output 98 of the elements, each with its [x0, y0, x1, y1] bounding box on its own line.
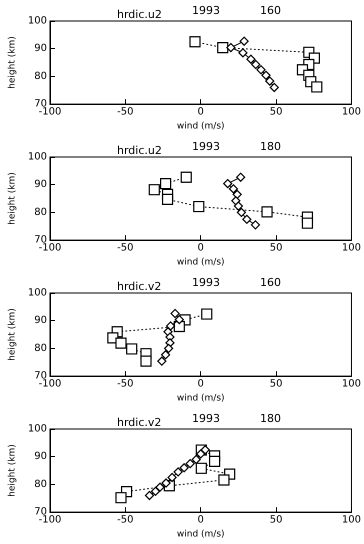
point	[126, 343, 138, 355]
chart-title: hrdic.v2	[117, 416, 162, 429]
y-tick-label: 80	[34, 478, 47, 490]
y-tick-label: 100	[28, 16, 47, 26]
point	[162, 194, 174, 205]
x-axis-title: wind (m/s)	[176, 122, 225, 132]
point	[228, 184, 238, 194]
point	[236, 208, 246, 217]
x-tick-label: -50	[117, 106, 134, 118]
point	[256, 65, 266, 74]
x-tick-label: 100	[342, 242, 362, 254]
point	[196, 449, 206, 459]
y-tick-label: 100	[28, 288, 47, 298]
x-tick-label: 50	[270, 242, 282, 254]
text: 180	[260, 412, 281, 425]
x-axis-title: wind (m/s)	[176, 258, 225, 268]
point	[186, 459, 195, 468]
point	[193, 200, 204, 212]
point	[236, 172, 246, 182]
y-tick-label: 90	[34, 315, 47, 326]
x-tick-label: 0	[198, 242, 204, 254]
point	[226, 42, 236, 52]
x-tick-label: 50	[270, 378, 282, 390]
y-axis-title: height (km)	[8, 36, 18, 89]
chart-title: hrdic.u2	[117, 8, 162, 21]
text: 1993	[192, 412, 220, 425]
chart-title: hrdic.u2	[117, 144, 162, 157]
point	[192, 454, 201, 464]
y-tick-label: 90	[34, 451, 47, 462]
text: 160	[260, 276, 281, 289]
point	[261, 206, 273, 218]
point	[240, 36, 249, 46]
point	[232, 190, 242, 199]
point	[150, 486, 160, 496]
point	[208, 456, 220, 468]
x-tick-label: 0	[198, 378, 204, 390]
point	[115, 338, 127, 349]
point	[167, 472, 177, 482]
x-tick-label: -50	[117, 242, 134, 254]
y-tick-label: 90	[34, 43, 47, 54]
point	[189, 36, 201, 48]
x-axis-title: wind (m/s)	[176, 530, 225, 540]
text: 1993	[192, 276, 220, 289]
point	[148, 184, 160, 196]
x-axis-title: wind (m/s)	[176, 394, 225, 404]
point	[261, 70, 271, 80]
point	[217, 42, 228, 54]
point	[242, 214, 252, 224]
y-tick-label: 80	[34, 342, 47, 354]
point	[144, 490, 154, 500]
point	[155, 482, 165, 492]
text: 160	[260, 4, 281, 17]
point	[115, 492, 127, 504]
point	[250, 220, 260, 230]
point	[140, 356, 152, 367]
x-tick-label: 100	[342, 514, 362, 526]
point	[265, 76, 274, 86]
y-axis-title: height (km)	[8, 444, 18, 497]
point	[157, 356, 166, 366]
point	[223, 178, 232, 188]
x-tick-label: 100	[342, 378, 362, 390]
point	[234, 201, 244, 211]
point	[218, 474, 230, 486]
y-tick-label: 80	[34, 206, 47, 218]
x-tick-label: -50	[117, 514, 134, 526]
y-axis-title: height (km)	[8, 308, 18, 361]
x-tick-label: 50	[270, 514, 282, 526]
point	[246, 54, 256, 64]
point	[180, 172, 192, 183]
point	[174, 314, 184, 324]
y-axis-title: height (km)	[8, 172, 18, 225]
point	[238, 48, 248, 58]
point	[302, 218, 314, 229]
y-tick-label: 90	[34, 179, 47, 190]
point	[196, 462, 207, 474]
point	[174, 467, 183, 477]
point	[180, 463, 189, 472]
x-tick-label: 100	[342, 106, 362, 118]
point	[201, 308, 212, 320]
x-tick-label: 0	[198, 514, 204, 526]
point	[170, 308, 180, 318]
point	[270, 82, 279, 92]
y-tick-label: 100	[28, 424, 47, 434]
text: 1993	[192, 140, 220, 153]
point	[311, 81, 322, 93]
point	[161, 350, 170, 360]
x-tick-label: 0	[198, 106, 204, 118]
text: 1993	[192, 4, 220, 17]
x-tick-label: -50	[117, 378, 134, 390]
y-tick-label: 80	[34, 70, 47, 82]
y-tick-label: 100	[28, 152, 47, 162]
point	[160, 178, 172, 190]
point	[164, 344, 174, 353]
x-tick-label: 50	[270, 106, 282, 118]
point	[161, 478, 171, 488]
point	[251, 60, 260, 70]
text: 180	[260, 140, 281, 153]
chart-title: hrdic.v2	[117, 280, 162, 293]
